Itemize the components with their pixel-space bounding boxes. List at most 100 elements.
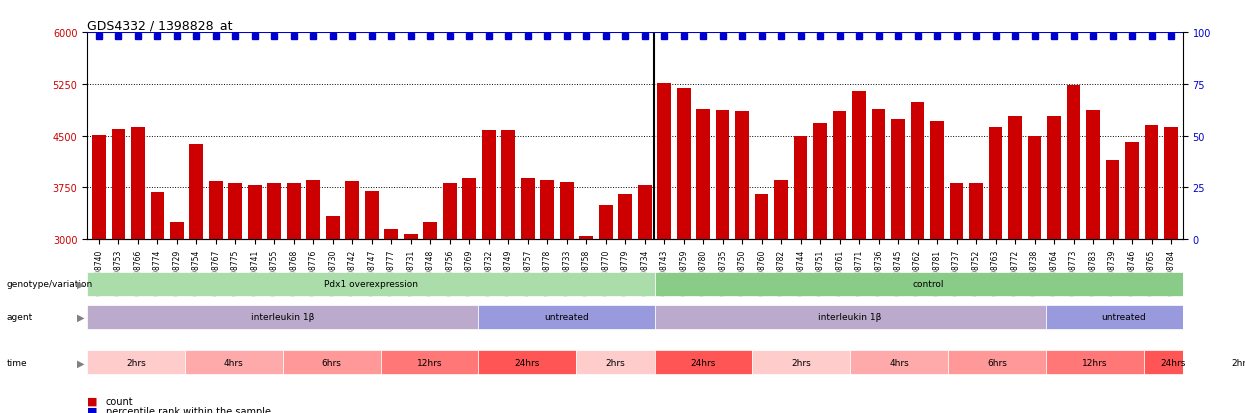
Bar (248, 185, 261, 413)
Text: ▶: ▶ (77, 357, 85, 368)
Bar (326, 216, 340, 413)
Bar (657, 84, 671, 413)
FancyBboxPatch shape (87, 272, 655, 296)
Bar (930, 122, 944, 413)
Bar (229, 183, 242, 413)
Text: 4hrs: 4hrs (889, 358, 909, 367)
Bar (423, 222, 437, 413)
Bar (637, 186, 651, 413)
Text: interleukin 1β: interleukin 1β (818, 313, 881, 321)
FancyBboxPatch shape (1046, 305, 1203, 329)
FancyBboxPatch shape (655, 350, 752, 375)
Text: interleukin 1β: interleukin 1β (251, 313, 315, 321)
Text: 12hrs: 12hrs (1082, 358, 1108, 367)
Bar (813, 124, 827, 413)
Bar (716, 111, 730, 413)
Text: 6hrs: 6hrs (987, 358, 1007, 367)
Text: 24hrs: 24hrs (1160, 358, 1185, 367)
Text: ■: ■ (87, 396, 97, 406)
FancyBboxPatch shape (655, 272, 1203, 296)
Text: 4hrs: 4hrs (224, 358, 244, 367)
Bar (794, 137, 808, 413)
FancyBboxPatch shape (947, 350, 1046, 375)
Bar (774, 181, 788, 413)
Bar (268, 183, 281, 413)
Bar (306, 181, 320, 413)
Bar (345, 182, 359, 413)
FancyBboxPatch shape (381, 350, 478, 375)
Bar (520, 178, 534, 413)
Bar (579, 236, 593, 413)
Bar (970, 184, 984, 413)
Text: untreated: untreated (1102, 313, 1147, 321)
Bar (989, 128, 1002, 413)
Bar (1028, 136, 1041, 413)
FancyBboxPatch shape (87, 305, 478, 329)
Text: 2hrs: 2hrs (605, 358, 625, 367)
Bar (1144, 125, 1158, 413)
Bar (171, 222, 184, 413)
Bar (911, 102, 925, 413)
FancyBboxPatch shape (478, 350, 576, 375)
Bar (482, 131, 496, 413)
Bar (560, 183, 574, 413)
Bar (189, 145, 203, 413)
Bar (403, 234, 417, 413)
Text: untreated: untreated (544, 313, 589, 321)
Bar (1047, 116, 1061, 413)
Bar (209, 182, 223, 413)
Bar (696, 109, 710, 413)
Text: 24hrs: 24hrs (691, 358, 716, 367)
Text: ▶: ▶ (77, 279, 85, 289)
Text: 6hrs: 6hrs (321, 358, 341, 367)
FancyBboxPatch shape (283, 350, 381, 375)
Bar (462, 179, 476, 413)
Bar (443, 183, 457, 413)
Bar (1067, 85, 1081, 413)
Text: ■: ■ (87, 406, 97, 413)
FancyBboxPatch shape (1203, 350, 1245, 375)
Bar (1086, 111, 1099, 413)
FancyBboxPatch shape (87, 350, 186, 375)
Text: count: count (106, 396, 133, 406)
Text: agent: agent (6, 313, 32, 321)
Bar (1164, 128, 1178, 413)
Bar (754, 194, 768, 413)
Bar (872, 110, 885, 413)
Text: genotype/variation: genotype/variation (6, 280, 92, 288)
FancyBboxPatch shape (752, 350, 850, 375)
Bar (833, 112, 847, 413)
Text: GDS4332 / 1398828_at: GDS4332 / 1398828_at (87, 19, 233, 32)
Bar (1125, 142, 1139, 413)
FancyBboxPatch shape (655, 305, 1046, 329)
Text: Pdx1 overexpression: Pdx1 overexpression (324, 280, 418, 288)
Text: ▶: ▶ (77, 312, 85, 322)
FancyBboxPatch shape (186, 350, 283, 375)
Text: 2hrs: 2hrs (1231, 358, 1245, 367)
Bar (151, 193, 164, 413)
Bar (853, 92, 867, 413)
Bar (599, 205, 613, 413)
Text: 24hrs: 24hrs (514, 358, 540, 367)
FancyBboxPatch shape (576, 350, 655, 375)
Bar (891, 120, 905, 413)
Bar (385, 229, 398, 413)
Bar (1106, 160, 1119, 413)
Bar (619, 194, 632, 413)
Bar (736, 112, 749, 413)
Bar (950, 184, 964, 413)
FancyBboxPatch shape (850, 350, 947, 375)
Bar (286, 183, 300, 413)
Bar (677, 89, 691, 413)
Bar (112, 129, 126, 413)
FancyBboxPatch shape (1046, 350, 1144, 375)
Bar (365, 191, 378, 413)
Bar (1008, 117, 1022, 413)
FancyBboxPatch shape (1144, 350, 1203, 375)
Text: 2hrs: 2hrs (126, 358, 146, 367)
Bar (502, 131, 515, 413)
Bar (92, 135, 106, 413)
Text: 2hrs: 2hrs (792, 358, 812, 367)
Text: time: time (6, 358, 27, 367)
Text: percentile rank within the sample: percentile rank within the sample (106, 406, 271, 413)
